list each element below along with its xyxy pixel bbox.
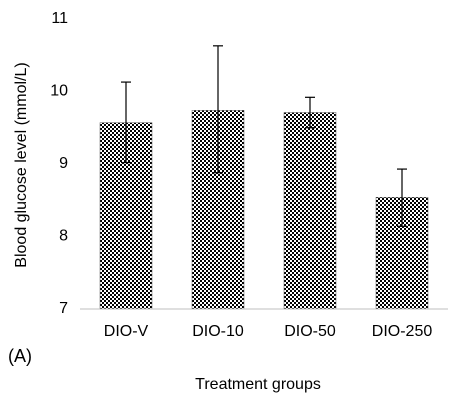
y-axis-title: Blood glucose level (mmol/L) [13, 62, 30, 267]
x-tick-label: DIO-V [104, 323, 149, 340]
panel-label: (A) [8, 346, 32, 366]
y-tick-label: 7 [59, 300, 68, 317]
y-axis-ticks: 7 8 9 10 11 [50, 10, 68, 317]
y-tick-label: 8 [59, 228, 68, 245]
x-axis-ticks: DIO-V DIO-10 DIO-50 DIO-250 [104, 323, 433, 340]
x-tick-label: DIO-10 [192, 323, 244, 340]
y-tick-label: 10 [50, 83, 68, 100]
x-tick-label: DIO-50 [284, 323, 336, 340]
error-bar [121, 81, 131, 164]
error-bar [305, 96, 315, 129]
x-tick-label: DIO-250 [372, 323, 433, 340]
bar [283, 112, 337, 310]
error-bar [213, 45, 223, 174]
y-tick-label: 11 [51, 10, 68, 27]
bars [99, 110, 429, 310]
error-bar [397, 168, 407, 227]
error-bars [121, 45, 407, 227]
x-axis-title: Treatment groups [195, 376, 321, 393]
y-tick-label: 9 [59, 155, 68, 172]
